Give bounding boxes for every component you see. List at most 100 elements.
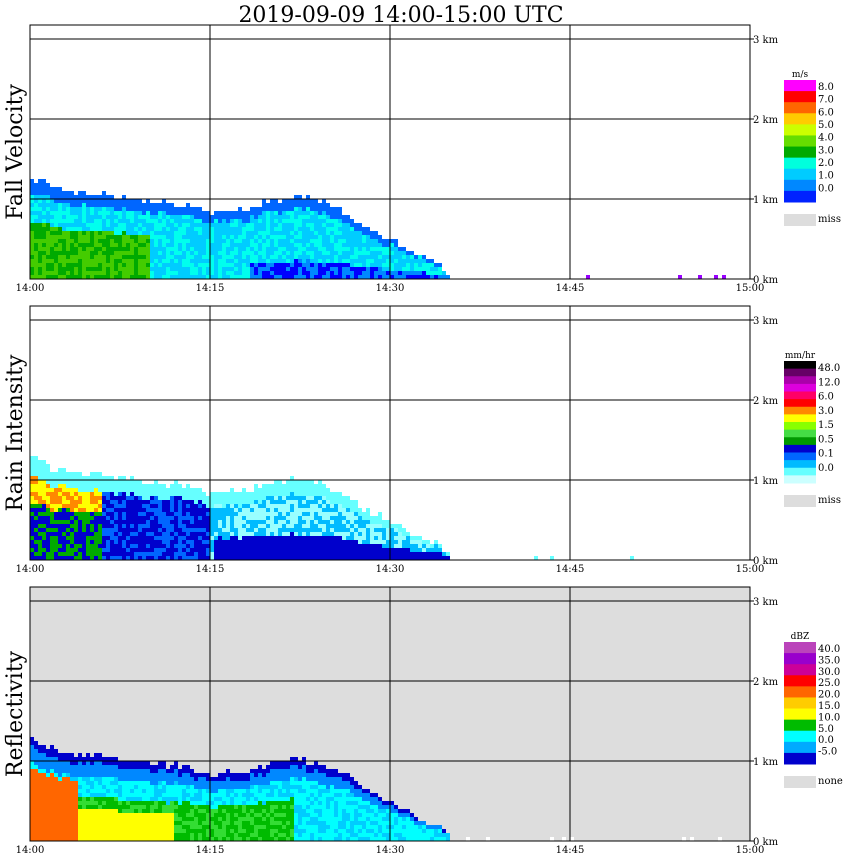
legend-label: 5.0 [818, 120, 834, 131]
legend-swatch [784, 113, 816, 125]
legend-label: 20.0 [818, 690, 840, 701]
legend-miss-swatch [784, 214, 816, 226]
x-tick-label: 14:00 [16, 283, 45, 294]
x-tick-label: 15:00 [736, 283, 765, 294]
legend-swatch [784, 708, 816, 721]
legend-swatch [784, 752, 816, 765]
legend-label: 2.0 [818, 158, 834, 169]
legend-label: 0.0 [818, 735, 834, 746]
legend-swatch [784, 741, 816, 754]
legend-swatch [784, 368, 816, 377]
legend-swatch [784, 124, 816, 136]
legend-unit: dBZ [791, 632, 810, 642]
legend-label: 12.0 [818, 377, 840, 388]
legend-label: 40.0 [818, 644, 840, 655]
legend-label: 6.0 [818, 107, 834, 118]
legend-swatch [784, 686, 816, 698]
legend-swatch [784, 135, 816, 148]
x-tick-label: 14:00 [16, 564, 45, 575]
x-tick-label: 14:45 [556, 564, 585, 575]
legend-swatch [784, 406, 816, 415]
legend-label: 0.0 [818, 183, 834, 194]
legend-label: 0.1 [818, 449, 834, 460]
legend-label: 3.0 [818, 145, 834, 156]
legend-swatch [784, 422, 816, 431]
legend-miss-swatch [784, 495, 816, 507]
x-tick-label: 14:30 [376, 564, 405, 575]
legend-miss-label: miss [818, 495, 841, 506]
y-axis-label: Fall Velocity [3, 84, 28, 220]
y-tick-label: 2 km [753, 396, 779, 407]
legend-swatch [784, 399, 816, 408]
legend-label: 1.0 [818, 171, 834, 182]
y-tick-label: 2 km [753, 115, 779, 126]
x-tick-label: 15:00 [736, 845, 765, 856]
legend-swatch [784, 376, 816, 385]
chart-title: 2019-09-09 14:00-15:00 UTC [238, 3, 563, 28]
legend-swatch [784, 437, 816, 446]
legend-label: 25.0 [818, 678, 840, 689]
y-axis-label: Reflectivity [3, 650, 28, 777]
legend-label: 35.0 [818, 655, 840, 666]
plot-frame [29, 586, 751, 842]
legend-label: 30.0 [818, 667, 840, 678]
legend-label: 48.0 [818, 363, 840, 374]
x-tick-label: 14:15 [196, 283, 225, 294]
plot-frame [29, 305, 751, 561]
legend-unit: m/s [792, 70, 809, 80]
legend-label: 8.0 [818, 82, 834, 93]
y-tick-label: 3 km [753, 316, 779, 327]
legend-swatch [784, 444, 816, 453]
legend-swatch [784, 102, 816, 114]
legend-miss-swatch [784, 776, 816, 788]
legend-swatch [784, 697, 816, 710]
legend-miss-label: none [818, 776, 843, 787]
legend-swatch [784, 475, 816, 484]
legend-label: -5.0 [818, 747, 837, 758]
legend-label: 6.0 [818, 392, 834, 403]
legend-label: 5.0 [818, 724, 834, 735]
legend-swatch [784, 179, 816, 192]
legend-swatch [784, 719, 816, 732]
y-tick-label: 0 km [753, 837, 779, 848]
x-tick-label: 14:15 [196, 845, 225, 856]
legend-unit: mm/hr [785, 351, 816, 361]
legend-swatch [784, 91, 816, 103]
legend-label: 0.0 [818, 463, 834, 474]
plot-frame [29, 24, 751, 280]
legend-swatch [784, 146, 816, 159]
legend-swatch [784, 383, 816, 392]
x-tick-label: 14:30 [376, 283, 405, 294]
legend-swatch [784, 190, 816, 203]
legend-swatch [784, 675, 816, 687]
x-tick-label: 14:00 [16, 845, 45, 856]
legend-swatch [784, 642, 816, 654]
legend-label: 4.0 [818, 133, 834, 144]
legend-label: 1.5 [818, 420, 834, 431]
legend-swatch [784, 653, 816, 665]
y-tick-label: 3 km [753, 597, 779, 608]
legend-swatch [784, 730, 816, 743]
legend-swatch [784, 157, 816, 170]
y-tick-label: 3 km [753, 35, 779, 46]
y-axis-label: Rain Intensity [3, 354, 28, 511]
legend-swatch [784, 467, 816, 476]
x-tick-label: 14:30 [376, 845, 405, 856]
y-tick-label: 0 km [753, 556, 779, 567]
legend-label: 3.0 [818, 406, 834, 417]
legend-swatch [784, 664, 816, 676]
legend-label: 15.0 [818, 701, 840, 712]
x-tick-label: 14:45 [556, 845, 585, 856]
x-tick-label: 14:15 [196, 564, 225, 575]
legend-swatch [784, 361, 816, 370]
legend-swatch [784, 429, 816, 438]
legend-swatch [784, 414, 816, 423]
y-tick-label: 2 km [753, 677, 779, 688]
y-tick-label: 1 km [753, 476, 779, 487]
legend-swatch [784, 391, 816, 400]
legend-swatch [784, 452, 816, 461]
x-tick-label: 14:45 [556, 283, 585, 294]
legend-label: 7.0 [818, 95, 834, 106]
y-tick-label: 1 km [753, 757, 779, 768]
